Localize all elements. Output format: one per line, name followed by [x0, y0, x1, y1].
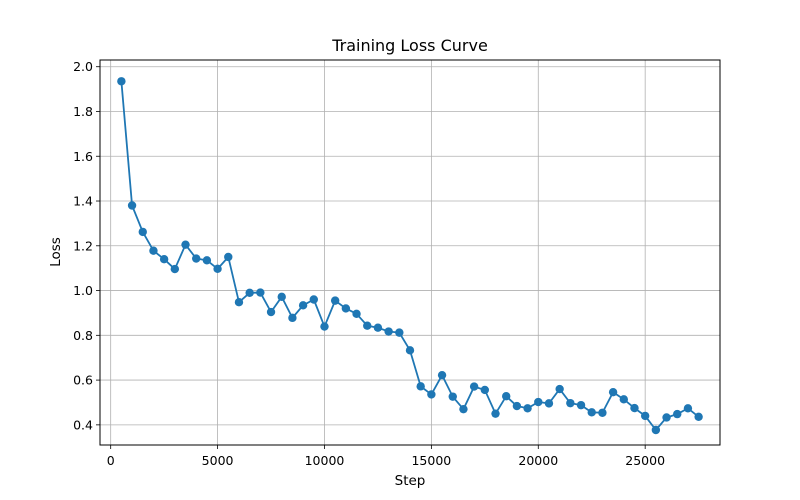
y-tick-label: 0.4	[73, 417, 93, 432]
loss-point	[138, 227, 147, 237]
loss-point	[320, 322, 329, 331]
loss-point	[427, 390, 436, 399]
loss-point	[384, 327, 393, 336]
loss-point	[491, 409, 500, 418]
loss-point	[341, 304, 351, 313]
loss-point	[266, 307, 276, 317]
loss-point	[234, 297, 244, 307]
loss-point	[576, 400, 586, 410]
loss-point	[363, 321, 372, 330]
loss-point	[619, 395, 628, 404]
loss-point	[512, 401, 522, 411]
y-tick-label: 1.8	[73, 104, 93, 119]
y-tick-label: 0.6	[73, 373, 93, 388]
y-tick-label: 1.0	[73, 283, 93, 298]
y-tick-label: 1.6	[73, 149, 93, 164]
loss-point	[256, 288, 265, 297]
loss-point	[352, 309, 361, 319]
loss-point	[181, 240, 190, 249]
loss-point	[555, 384, 564, 394]
x-tick-label: 15000	[411, 453, 451, 468]
x-axis-ticks: 0 5000 10000 15000 20000 25000	[107, 445, 665, 468]
loss-point	[566, 398, 575, 408]
x-axis-label: Step	[395, 473, 426, 489]
y-axis-ticks: 0.4 0.6 0.8 1.0 1.2 1.4 1.6 1.8 2.0	[73, 59, 100, 432]
loss-point	[587, 408, 596, 417]
loss-point	[298, 301, 308, 310]
y-tick-label: 1.2	[73, 238, 93, 253]
y-tick-label: 1.4	[73, 194, 93, 209]
loss-point	[159, 255, 169, 264]
chart-title: Training Loss Curve	[331, 36, 488, 55]
loss-point	[544, 399, 554, 408]
loss-point	[395, 328, 404, 337]
loss-line	[120, 81, 700, 431]
loss-point	[213, 264, 222, 274]
loss-point	[373, 323, 383, 332]
y-tick-label: 2.0	[73, 59, 93, 74]
loss-point	[309, 295, 318, 304]
loss-point	[598, 408, 607, 417]
loss-point	[523, 404, 532, 413]
loss-point	[170, 264, 180, 274]
loss-point	[448, 392, 457, 401]
loss-point	[224, 252, 233, 262]
x-tick-label: 25000	[625, 453, 665, 468]
loss-point	[288, 313, 297, 323]
loss-point	[662, 413, 671, 422]
loss-point	[683, 404, 693, 413]
x-tick-label: 0	[107, 453, 115, 468]
loss-point	[459, 404, 468, 414]
loss-point	[502, 392, 511, 401]
loss-point	[416, 382, 425, 391]
loss-point	[202, 256, 212, 265]
grid-lines	[100, 60, 720, 445]
loss-point	[608, 387, 618, 397]
loss-point	[405, 346, 415, 355]
loss-point	[640, 411, 650, 421]
loss-point	[277, 292, 286, 302]
loss-point	[651, 425, 661, 435]
loss-point	[127, 201, 137, 210]
x-tick-label: 10000	[305, 453, 345, 468]
y-axis-label: Loss	[48, 237, 64, 267]
loss-point	[673, 409, 682, 419]
loss-point	[694, 412, 703, 421]
loss-point	[469, 382, 479, 391]
loss-point	[117, 77, 126, 86]
loss-point	[437, 370, 447, 380]
loss-point	[245, 288, 254, 297]
loss-point	[149, 246, 158, 255]
loss-series	[117, 77, 703, 435]
loss-point	[534, 397, 543, 407]
plot-frame	[99, 59, 721, 446]
loss-point	[480, 385, 490, 395]
x-tick-label: 5000	[202, 453, 234, 468]
loss-point	[192, 254, 201, 263]
y-tick-label: 0.8	[73, 328, 93, 343]
loss-point	[330, 296, 340, 305]
loss-point	[630, 403, 639, 413]
x-tick-label: 20000	[518, 453, 558, 468]
